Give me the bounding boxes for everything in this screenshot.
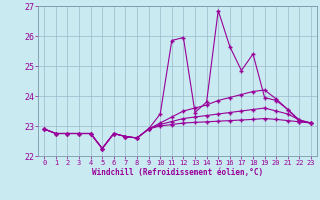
X-axis label: Windchill (Refroidissement éolien,°C): Windchill (Refroidissement éolien,°C)	[92, 168, 263, 177]
